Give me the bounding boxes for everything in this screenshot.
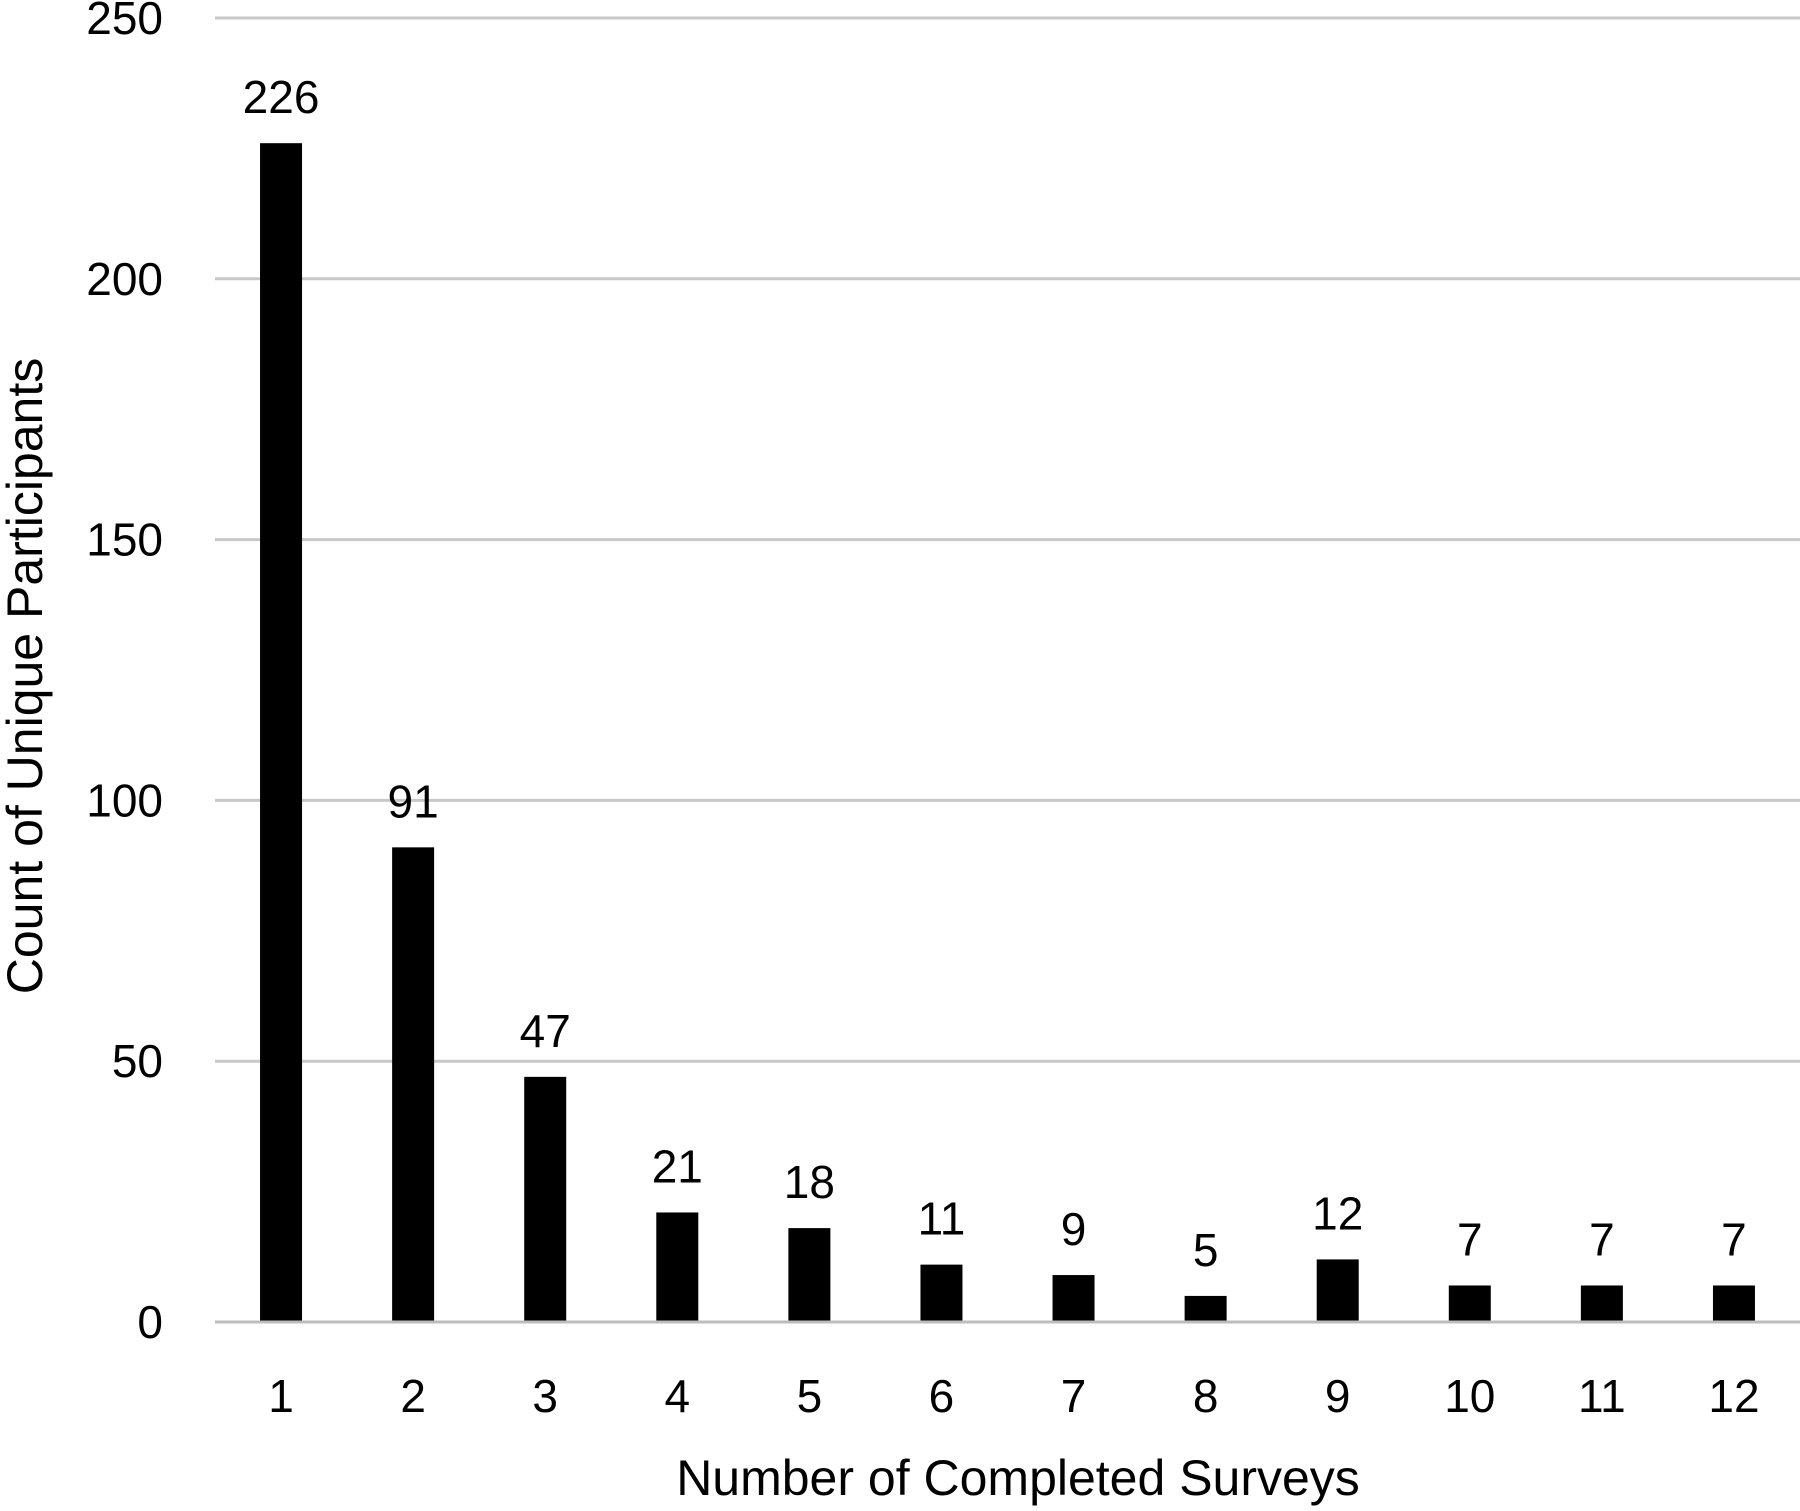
data-label-1: 226 bbox=[243, 71, 320, 123]
bar-7 bbox=[1052, 1275, 1095, 1322]
y-tick-label: 0 bbox=[137, 1296, 163, 1348]
data-label-5: 18 bbox=[784, 1156, 835, 1208]
x-tick-label: 2 bbox=[400, 1370, 426, 1422]
bars bbox=[260, 143, 1755, 1323]
data-label-10: 7 bbox=[1457, 1213, 1483, 1265]
bar-5 bbox=[788, 1228, 831, 1322]
gridlines bbox=[215, 16, 1800, 1063]
x-axis-ticks: 1 2 3 4 5 6 7 8 9 10 11 12 bbox=[268, 1370, 1759, 1422]
data-label-4: 21 bbox=[652, 1140, 703, 1192]
y-tick-label: 50 bbox=[112, 1035, 163, 1087]
x-tick-label: 10 bbox=[1444, 1370, 1495, 1422]
bar-4 bbox=[656, 1212, 699, 1322]
x-tick-label: 12 bbox=[1708, 1370, 1759, 1422]
y-axis-title: Count of Unique Participants bbox=[0, 358, 53, 994]
bar-12 bbox=[1712, 1285, 1755, 1322]
data-label-12: 7 bbox=[1721, 1213, 1747, 1265]
data-label-7: 9 bbox=[1061, 1203, 1087, 1255]
bar-11 bbox=[1580, 1285, 1623, 1322]
y-tick-label: 100 bbox=[86, 774, 163, 826]
y-tick-label: 150 bbox=[86, 514, 163, 566]
data-labels: 226 91 47 21 18 11 9 5 12 7 7 7 bbox=[243, 71, 1747, 1276]
y-tick-label: 250 bbox=[86, 0, 163, 44]
bar-1 bbox=[260, 143, 303, 1323]
bar-8 bbox=[1184, 1295, 1227, 1322]
x-tick-label: 4 bbox=[664, 1370, 690, 1422]
data-label-11: 7 bbox=[1589, 1213, 1615, 1265]
y-axis-ticks: 0 50 100 150 200 250 bbox=[86, 0, 163, 1348]
data-label-6: 11 bbox=[918, 1193, 966, 1245]
bar-2 bbox=[392, 847, 435, 1322]
bar-3 bbox=[524, 1076, 567, 1322]
x-tick-label: 5 bbox=[797, 1370, 823, 1422]
data-label-2: 91 bbox=[388, 775, 439, 827]
bar-6 bbox=[920, 1264, 963, 1322]
x-tick-label: 8 bbox=[1193, 1370, 1219, 1422]
bar-10 bbox=[1448, 1285, 1491, 1322]
bar-9 bbox=[1316, 1259, 1359, 1322]
x-tick-label: 7 bbox=[1061, 1370, 1087, 1422]
x-tick-label: 1 bbox=[268, 1370, 294, 1422]
x-axis-title: Number of Completed Surveys bbox=[676, 1450, 1360, 1506]
data-label-8: 5 bbox=[1193, 1224, 1219, 1276]
y-tick-label: 200 bbox=[86, 253, 163, 305]
data-label-3: 47 bbox=[520, 1005, 571, 1057]
data-label-9: 12 bbox=[1312, 1187, 1363, 1239]
x-tick-label: 6 bbox=[929, 1370, 955, 1422]
x-tick-label: 9 bbox=[1325, 1370, 1351, 1422]
x-tick-label: 11 bbox=[1578, 1370, 1626, 1422]
x-tick-label: 3 bbox=[532, 1370, 558, 1422]
